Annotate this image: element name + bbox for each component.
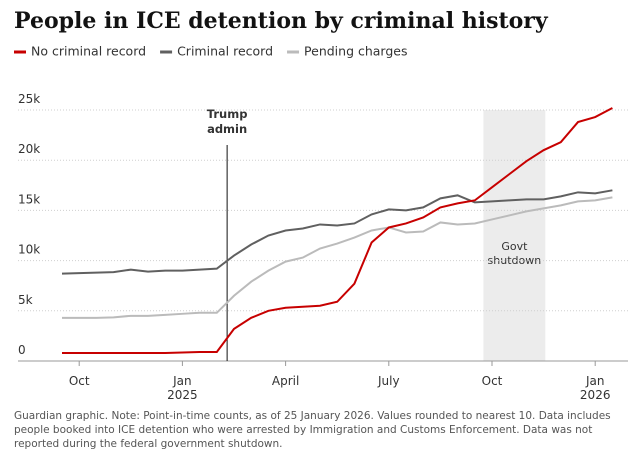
series-line (62, 196, 613, 319)
text-line: July (377, 374, 400, 388)
text-line: admin (207, 122, 247, 136)
shutdown-shade (483, 110, 546, 361)
x-tick-label: July (377, 374, 400, 388)
chart-title: People in ICE detention by criminal hist… (14, 8, 549, 34)
shutdown-label: Govt shutdown (488, 240, 542, 267)
footnote: Guardian graphic. Note: Point-in-time co… (14, 410, 611, 450)
legend-label: Criminal record (177, 44, 273, 59)
text-line: 2026 (580, 388, 611, 402)
y-tick-label: 20k (18, 142, 40, 156)
y-tick-label: 0 (18, 343, 26, 357)
y-tick-label: 15k (18, 192, 40, 206)
legend-label: Pending charges (304, 44, 407, 59)
text-line: 2025 (167, 388, 198, 402)
x-tick-label: Jan 2025 (167, 374, 198, 402)
text-line: Trump (207, 107, 248, 121)
x-tick-label: Oct (482, 374, 503, 388)
text-line: Oct (482, 374, 503, 388)
text-line: Govt (501, 240, 528, 253)
text-line: shutdown (488, 254, 542, 267)
text-line: Oct (69, 374, 90, 388)
text-line: Jan (172, 374, 192, 388)
text-line: April (272, 374, 299, 388)
series-line (61, 189, 613, 275)
x-tick-label: Oct (69, 374, 90, 388)
chart: People in ICE detention by criminal hist… (14, 8, 628, 402)
y-tick-label: 5k (18, 293, 33, 307)
x-tick-label: Jan 2026 (580, 374, 611, 402)
legend-label: No criminal record (31, 44, 146, 59)
x-tick-label: April (272, 374, 299, 388)
series-line (62, 107, 613, 354)
y-tick-label: 10k (18, 243, 40, 257)
text-line: Jan (585, 374, 605, 388)
annotation: Trump admin (207, 107, 248, 136)
y-tick-label: 25k (18, 92, 40, 106)
